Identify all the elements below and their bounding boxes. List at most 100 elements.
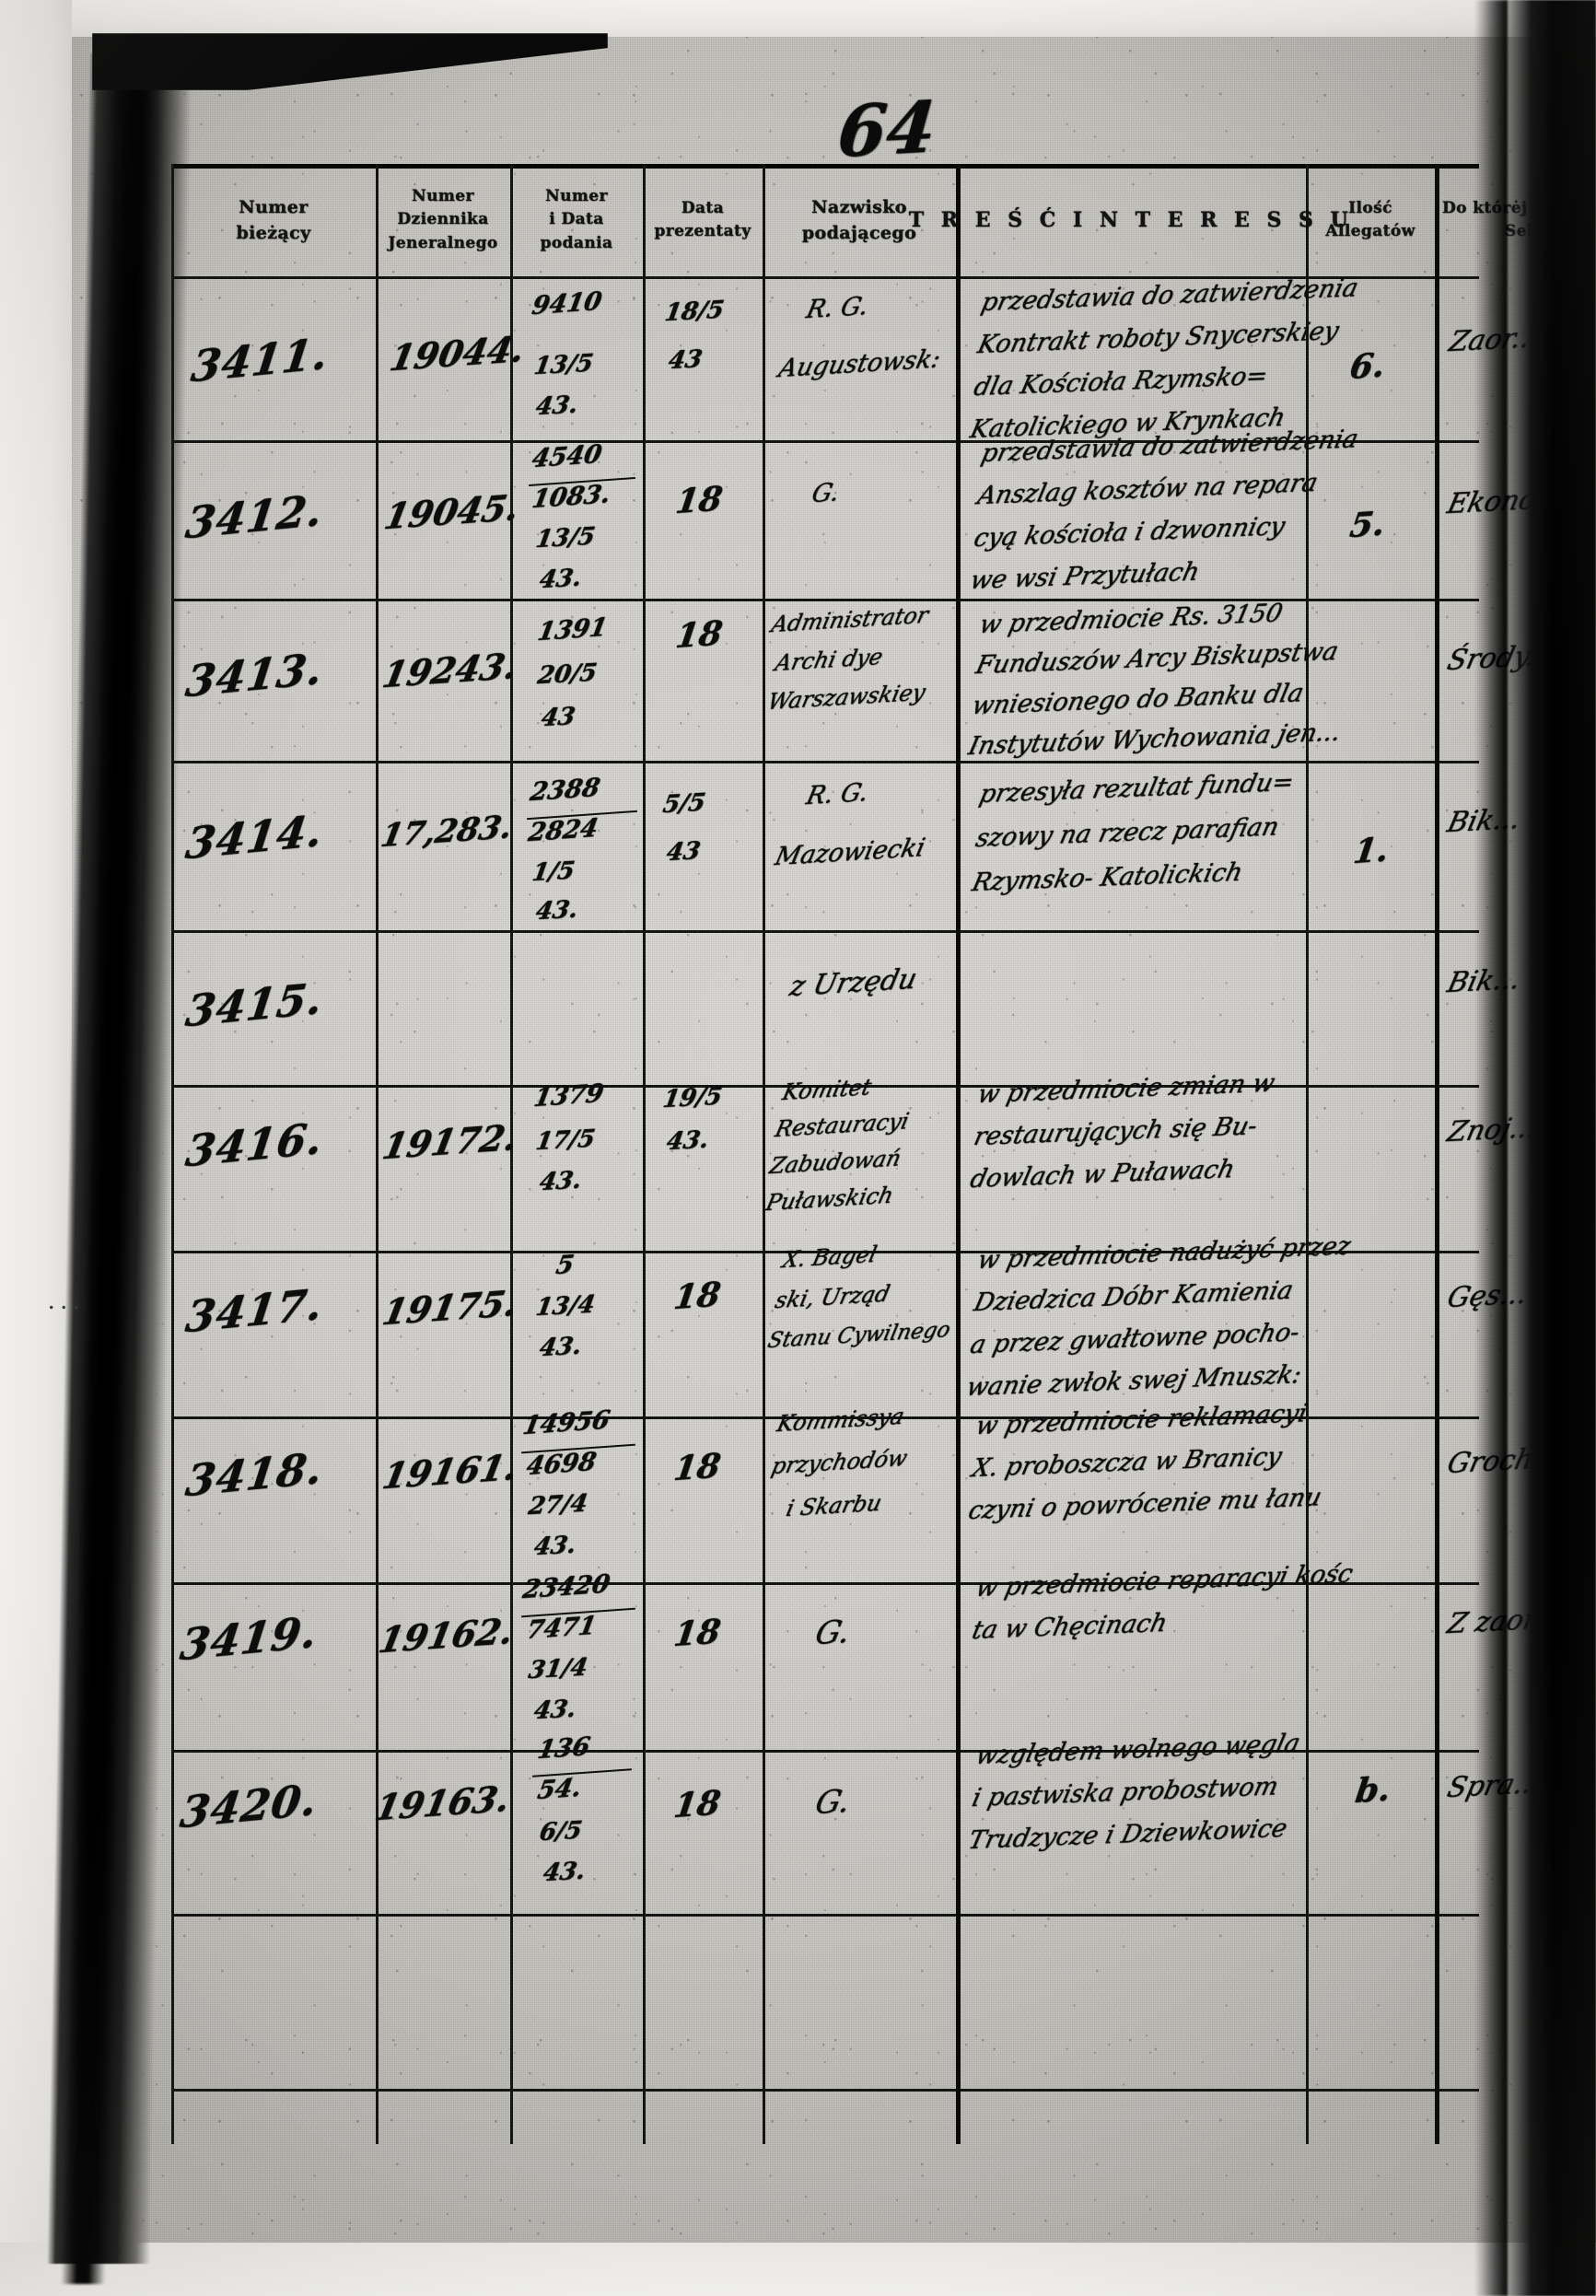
cell-rok-prezentaty: 43. bbox=[664, 1125, 711, 1157]
cell-tresc-line: wanie zwłok swej Mnuszk: bbox=[963, 1359, 1305, 1403]
cell-numer-biezacy: 3412. bbox=[182, 484, 327, 549]
col-rule bbox=[956, 164, 961, 2144]
cell-numer-biezacy: 3416. bbox=[182, 1113, 327, 1177]
cell-numer-biezacy: 3419. bbox=[177, 1606, 321, 1671]
cell-data-podania: 17/5 bbox=[533, 1125, 598, 1157]
row-rule bbox=[171, 2089, 1479, 2092]
row-rule bbox=[171, 1582, 1479, 1585]
cell-tresc-line: a przez gwałtowne pocho- bbox=[967, 1318, 1303, 1360]
row-rule bbox=[171, 599, 1479, 601]
cell-tresc-line: we wsi Przytułach bbox=[967, 557, 1203, 596]
cell-nazwisko-line: Archi dye bbox=[773, 643, 886, 677]
cell-numer-podania: 9410 bbox=[530, 286, 604, 321]
cell-data-prezentaty: 18 bbox=[673, 479, 726, 522]
cell-nazwisko-line: ski, Urząd bbox=[773, 1280, 892, 1314]
header-numer-i-data-podania: Numer i Data podania bbox=[540, 187, 613, 252]
cell-nazwisko-line: G. bbox=[811, 1613, 855, 1653]
cell-nazwisko-line: Mazowiecki bbox=[772, 833, 928, 872]
cell-rok-podania: 43. bbox=[537, 1166, 584, 1197]
cell-numer-biezacy: 3414. bbox=[182, 805, 327, 869]
cell-numer-dziennika: 19161. bbox=[379, 1445, 521, 1498]
header-ilosc-allegatow: Ilość Allegatów bbox=[1325, 198, 1415, 240]
cell-rok-prezentaty: 43 bbox=[666, 344, 705, 376]
cell-rok-prezentaty: 43 bbox=[664, 836, 703, 868]
row-rule bbox=[171, 1251, 1479, 1253]
header-tresc-interessu: T R E Ś Ć I N T E R E S S U bbox=[908, 207, 1354, 232]
cell-numer-podania-2: 4698 bbox=[524, 1447, 599, 1482]
col-rule bbox=[1306, 164, 1309, 2144]
cell-tresc-line: i pastwiska probostwom bbox=[969, 1772, 1281, 1813]
cell-nazwisko-line: Zabudowań bbox=[767, 1145, 904, 1180]
cell-tresc-line: przesyła rezultat fundu= bbox=[976, 767, 1297, 810]
cell-rok-podania: 43. bbox=[531, 1531, 578, 1562]
cell-numer-dziennika: 19045. bbox=[380, 485, 523, 538]
cell-numer-biezacy: 3420. bbox=[177, 1774, 321, 1838]
cell-nazwisko-line: G. bbox=[809, 477, 843, 509]
cell-rok-podania: 43. bbox=[533, 390, 580, 422]
cell-data-podania: 27/4 bbox=[526, 1489, 590, 1521]
cell-rok-podania: 43. bbox=[531, 1695, 578, 1726]
cell-data-prezentaty: 18 bbox=[671, 1275, 724, 1318]
cell-allegaty: 6. bbox=[1347, 345, 1388, 388]
col-rule bbox=[376, 164, 379, 2144]
cell-data-podania: 13/5 bbox=[533, 522, 598, 554]
cell-numer-podania: 23420 bbox=[520, 1569, 612, 1605]
cell-numer-podania-2: 7471 bbox=[524, 1611, 599, 1646]
cell-tresc-line: w przedmiocie Rs. 3150 bbox=[976, 599, 1286, 640]
cell-numer-podania-2: 2824 bbox=[526, 813, 600, 848]
cell-numer-podania: 14956 bbox=[520, 1405, 612, 1441]
cell-numer-podania-2: 54. bbox=[535, 1773, 584, 1806]
cell-numer-dziennika: 19163. bbox=[371, 1777, 514, 1829]
cell-allegaty: 5. bbox=[1347, 504, 1388, 546]
row-rule bbox=[171, 761, 1479, 763]
cell-nazwisko-line: Puławskich bbox=[763, 1182, 896, 1217]
cell-tresc-line: w przedmiocie zmian w bbox=[974, 1068, 1278, 1110]
cell-nazwisko-line: Augustowsk: bbox=[775, 344, 944, 384]
table-header-row: Numer bieżący Numer Dziennika Jeneralneg… bbox=[171, 164, 1574, 276]
table-top-border bbox=[171, 164, 1479, 169]
cell-tresc-line: Kontrakt roboty Snycerskiey bbox=[974, 316, 1342, 360]
cell-data-prezentaty: 18 bbox=[673, 613, 726, 657]
cell-tresc-line: X. proboszcza w Branicy bbox=[969, 1441, 1285, 1484]
left-margin-marks: ... bbox=[48, 1285, 86, 1315]
cell-tresc-line: Funduszów Arcy Biskupstwa bbox=[973, 636, 1342, 681]
row-rule bbox=[171, 1085, 1479, 1088]
cell-numer-biezacy: 3413. bbox=[182, 643, 327, 707]
cell-nazwisko-line: Kommissya bbox=[775, 1403, 907, 1438]
col-rule bbox=[763, 164, 765, 2144]
cell-nazwisko-line: X. Bagel bbox=[780, 1241, 880, 1274]
row-rule bbox=[171, 1750, 1479, 1753]
cell-data-prezentaty: 18 bbox=[671, 1783, 724, 1826]
cell-tresc-line: Instytutów Wychowania jen... bbox=[965, 717, 1344, 762]
cell-rok-podania: 43. bbox=[537, 564, 584, 595]
cell-tresc-line: dowlach w Puławach bbox=[967, 1154, 1238, 1195]
row-rule bbox=[171, 440, 1479, 443]
cell-numer-biezacy: 3418. bbox=[182, 1442, 327, 1507]
col-rule bbox=[510, 164, 513, 2144]
cell-numer-biezacy: 3415. bbox=[182, 973, 327, 1037]
cell-numer-podania: 1391 bbox=[535, 612, 610, 647]
cell-numer-podania: 1379 bbox=[531, 1078, 606, 1113]
cell-data-prezentaty: 18 bbox=[671, 1612, 724, 1655]
cell-data-podania: 20/5 bbox=[535, 658, 600, 691]
cell-nazwisko-line: G. bbox=[811, 1782, 855, 1823]
cell-data-podania: 6/5 bbox=[537, 1816, 585, 1847]
cell-nazwisko-line: z Urzędu bbox=[786, 962, 920, 1004]
cell-numer-podania: 2388 bbox=[528, 773, 602, 808]
cell-data-prezentaty: 5/5 bbox=[660, 788, 708, 820]
cell-nazwisko-line: Restauracyi bbox=[773, 1107, 912, 1143]
row-rule bbox=[171, 1416, 1479, 1419]
header-nazwisko-podajacego: Nazwisko podającego bbox=[801, 196, 917, 243]
cell-numer-podania: 136 bbox=[535, 1731, 593, 1766]
cell-nazwisko-line: i Skarbu bbox=[784, 1489, 885, 1522]
cell-data-prezentaty: 18 bbox=[671, 1446, 724, 1489]
cell-tresc-line: w przedmiocie reklamacyi bbox=[973, 1399, 1311, 1441]
cell-numer-dziennika: 17,283. bbox=[378, 808, 516, 856]
cell-nazwisko-line: przychodów bbox=[769, 1444, 910, 1480]
cell-numer-dziennika: 19172. bbox=[379, 1115, 521, 1168]
film-edge-bottom bbox=[0, 2243, 1596, 2296]
cell-tresc-line: ta w Chęcinach bbox=[969, 1608, 1171, 1646]
cell-tresc-line: czyni o powrócenie mu łanu bbox=[965, 1483, 1325, 1526]
cell-data-podania: 31/4 bbox=[526, 1653, 590, 1685]
